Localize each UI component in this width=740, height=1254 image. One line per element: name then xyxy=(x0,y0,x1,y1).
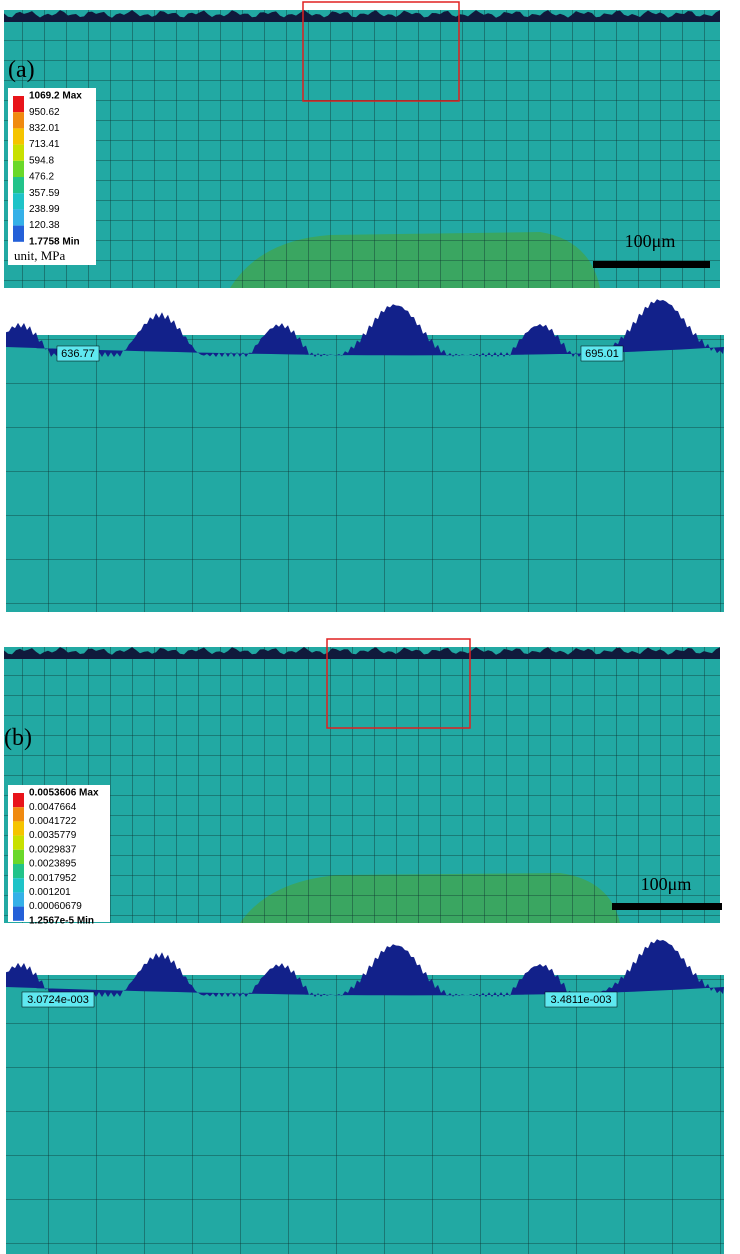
legend-label: 0.00060679 xyxy=(29,901,82,912)
legend-swatch xyxy=(13,177,24,194)
legend-swatch xyxy=(13,144,24,161)
legend-label: 0.0047664 xyxy=(29,802,77,813)
legend-swatch xyxy=(13,864,24,879)
legend-swatch xyxy=(13,96,24,113)
zoom-box xyxy=(326,638,471,729)
legend-label: 713.41 xyxy=(29,139,60,150)
overview-panel: (b) 0.0053606 Max 0.0047664 0.0041722 0.003… xyxy=(4,638,722,925)
panel-label: (b) xyxy=(4,725,32,751)
callout: 695.01 xyxy=(585,348,619,360)
legend-label: 0.0023895 xyxy=(29,859,77,870)
legend-swatch xyxy=(13,906,24,921)
legend-swatch xyxy=(13,793,24,808)
legend-box xyxy=(8,785,110,922)
legend-swatch xyxy=(13,892,24,907)
legend-label: 120.38 xyxy=(29,220,60,231)
panel-label: (a) xyxy=(8,57,35,83)
mesh xyxy=(6,975,724,1254)
mesh xyxy=(4,647,720,923)
scale-bar xyxy=(593,261,710,268)
scale-bar xyxy=(612,903,722,910)
zoom-panel: 3.0724e-003 3.4811e-003 xyxy=(6,939,724,1254)
legend-label: 357.59 xyxy=(29,188,60,199)
callout: 3.4811e-003 xyxy=(551,994,612,1006)
legend-label: 594.8 xyxy=(29,155,54,166)
legend-label: 832.01 xyxy=(29,123,60,134)
legend-label: 1.2567e-5 Min xyxy=(29,915,94,925)
callout-box xyxy=(544,991,618,1008)
legend-label: 0.0041722 xyxy=(29,816,77,827)
legend-label: 0.0029837 xyxy=(29,844,77,855)
legend-label: 0.0053606 Max xyxy=(29,788,99,799)
callout-box xyxy=(21,991,95,1008)
legend-label: 238.99 xyxy=(29,204,60,215)
legend-unit: unit, MPa xyxy=(14,248,66,263)
legend-label: 0.001201 xyxy=(29,887,71,898)
legend-swatch xyxy=(13,112,24,129)
legend-label: 1.7758 Min xyxy=(29,236,80,247)
legend-swatch xyxy=(13,160,24,177)
legend-label: 476.2 xyxy=(29,172,54,183)
legend-swatch xyxy=(13,835,24,850)
legend-label: 0.0017952 xyxy=(29,873,77,884)
legend-swatch xyxy=(13,209,24,226)
callout-box xyxy=(580,345,624,362)
scale-label: 100μm xyxy=(641,874,692,894)
legend-swatch xyxy=(13,821,24,836)
legend-label: 0.0035779 xyxy=(29,830,77,841)
zoom-panel: 636.77 695.01 xyxy=(6,299,724,612)
rough-surface xyxy=(4,647,720,659)
rough-peaks xyxy=(6,939,724,997)
callout: 636.77 xyxy=(61,348,95,360)
scale-label: 100μm xyxy=(625,231,676,251)
callout: 3.0724e-003 xyxy=(27,994,89,1006)
legend-label: 950.62 xyxy=(29,107,60,118)
zoom-box xyxy=(302,1,460,102)
legend-label: 1069.2 Max xyxy=(29,91,82,102)
callout-box xyxy=(56,345,100,362)
legend-swatch xyxy=(13,193,24,210)
legend-swatch xyxy=(13,128,24,145)
mesh xyxy=(4,10,720,288)
rough-surface xyxy=(4,10,720,22)
legend-swatch xyxy=(13,807,24,822)
legend-swatch xyxy=(13,225,24,242)
rough-peaks xyxy=(6,299,724,357)
mesh xyxy=(6,335,724,612)
overview-panel: (a) 1069.2 Max 950.62 832.01 713.41 594.8 476… xyxy=(4,1,720,288)
legend-swatch xyxy=(13,878,24,893)
legend-swatch xyxy=(13,849,24,864)
